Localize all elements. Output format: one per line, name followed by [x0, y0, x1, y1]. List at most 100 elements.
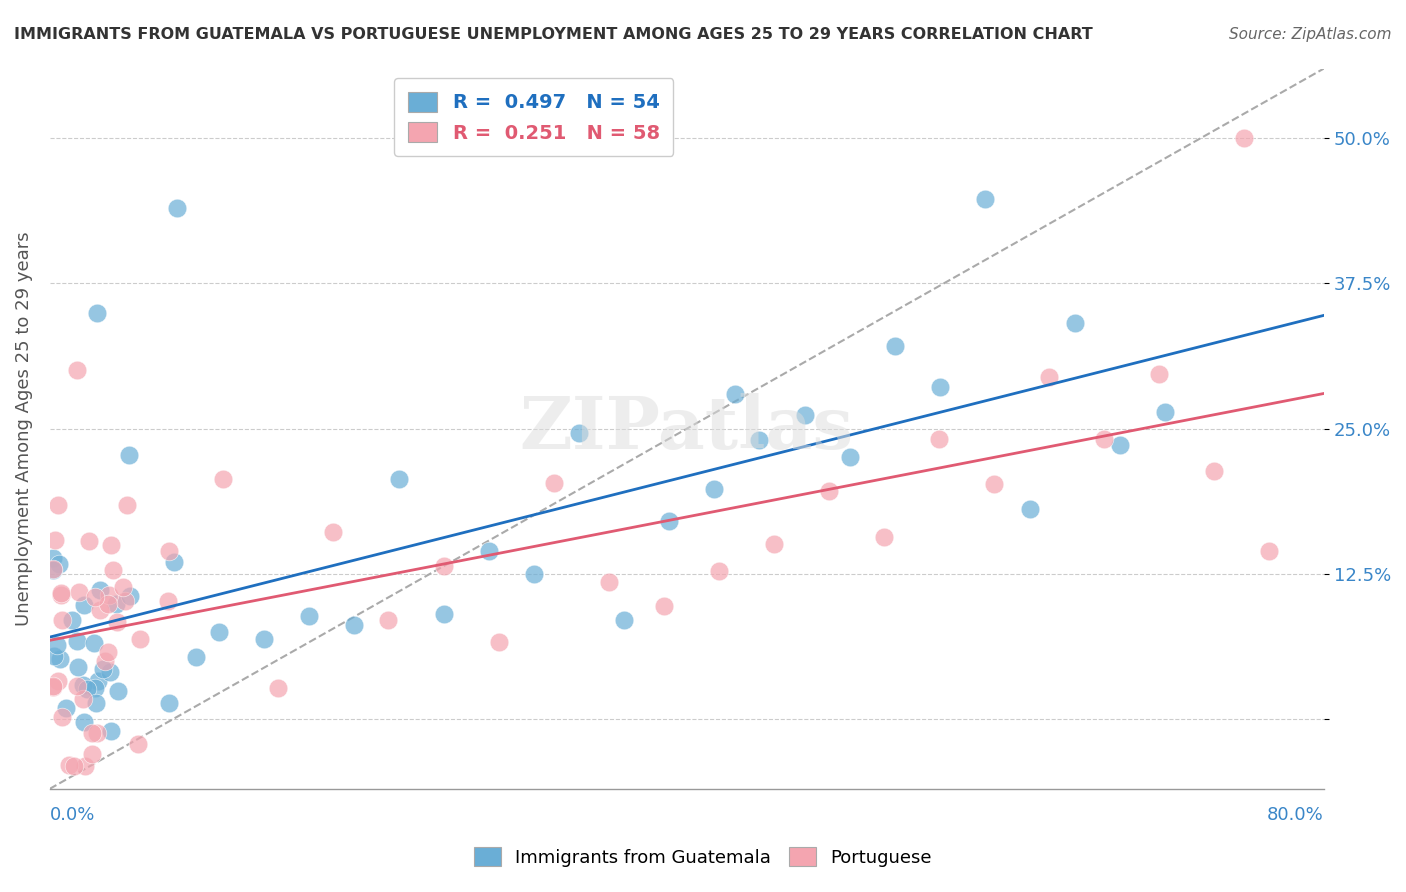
Point: [127, 737, 149, 751]
Point: [114, 593, 136, 607]
Point: [117, 498, 139, 512]
Point: [55, 700, 77, 714]
Text: ZIPatlas: ZIPatlas: [520, 393, 853, 464]
Point: [343, 617, 366, 632]
Point: [97, 597, 120, 611]
Point: [838, 450, 860, 464]
Point: [186, 650, 208, 665]
Point: [49, 589, 72, 603]
Point: [51, 710, 73, 724]
Point: [63, 758, 86, 772]
Point: [433, 607, 456, 622]
Point: [388, 472, 411, 486]
Point: [72, 678, 94, 692]
Point: [76, 682, 98, 697]
Point: [84, 681, 107, 695]
Point: [377, 613, 399, 627]
Point: [163, 555, 186, 569]
Point: [322, 525, 344, 540]
Point: [42, 563, 65, 577]
Point: [983, 477, 1005, 491]
Point: [598, 574, 620, 589]
Point: [208, 625, 231, 640]
Point: [82, 726, 104, 740]
Point: [1063, 316, 1085, 330]
Point: [1038, 370, 1060, 384]
Point: [42, 561, 65, 575]
Point: [103, 563, 125, 577]
Point: [89, 603, 111, 617]
Point: [48, 557, 70, 571]
Point: [42, 680, 65, 694]
Point: [86, 726, 108, 740]
Point: [107, 684, 129, 698]
Point: [212, 472, 235, 486]
Text: 0.0%: 0.0%: [49, 806, 96, 824]
Point: [478, 544, 501, 558]
Point: [883, 339, 905, 353]
Text: IMMIGRANTS FROM GUATEMALA VS PORTUGUESE UNEMPLOYMENT AMONG AGES 25 TO 29 YEARS C: IMMIGRANTS FROM GUATEMALA VS PORTUGUESE …: [14, 27, 1092, 42]
Point: [98, 588, 121, 602]
Point: [543, 475, 565, 490]
Point: [66, 634, 89, 648]
Point: [46, 638, 69, 652]
Point: [91, 662, 114, 676]
Point: [98, 665, 121, 680]
Point: [42, 680, 65, 694]
Point: [723, 387, 745, 401]
Point: [298, 608, 321, 623]
Point: [118, 448, 141, 462]
Point: [73, 758, 96, 772]
Point: [793, 408, 815, 422]
Point: [86, 305, 108, 319]
Point: [60, 613, 83, 627]
Point: [873, 530, 896, 544]
Point: [817, 483, 839, 498]
Point: [84, 696, 107, 710]
Point: [1153, 405, 1175, 419]
Point: [42, 551, 65, 566]
Point: [79, 533, 101, 548]
Point: [973, 192, 995, 206]
Point: [1257, 544, 1279, 558]
Point: [166, 201, 188, 215]
Point: [66, 679, 89, 693]
Point: [73, 715, 96, 730]
Text: Source: ZipAtlas.com: Source: ZipAtlas.com: [1229, 27, 1392, 42]
Point: [157, 594, 180, 608]
Point: [100, 724, 122, 739]
Legend: Immigrants from Guatemala, Portuguese: Immigrants from Guatemala, Portuguese: [467, 840, 939, 874]
Point: [1092, 432, 1115, 446]
Point: [97, 645, 120, 659]
Point: [707, 564, 730, 578]
Point: [83, 636, 105, 650]
Point: [80, 747, 103, 762]
Point: [66, 363, 89, 377]
Point: [748, 433, 770, 447]
Point: [762, 537, 785, 551]
Point: [118, 589, 141, 603]
Point: [703, 482, 725, 496]
Point: [253, 632, 276, 647]
Point: [129, 632, 152, 647]
Text: 80.0%: 80.0%: [1267, 806, 1324, 824]
Legend: R =  0.497   N = 54, R =  0.251   N = 58: R = 0.497 N = 54, R = 0.251 N = 58: [394, 78, 673, 156]
Point: [157, 696, 180, 710]
Point: [613, 613, 636, 627]
Point: [51, 586, 73, 600]
Point: [1018, 502, 1040, 516]
Point: [111, 580, 134, 594]
Point: [523, 567, 546, 582]
Point: [157, 544, 180, 558]
Point: [652, 599, 675, 614]
Point: [105, 615, 128, 629]
Point: [46, 499, 69, 513]
Point: [51, 613, 73, 627]
Point: [84, 590, 107, 604]
Point: [928, 432, 950, 446]
Point: [67, 584, 90, 599]
Point: [49, 652, 72, 666]
Point: [86, 673, 108, 688]
Point: [658, 514, 681, 528]
Point: [1147, 367, 1170, 381]
